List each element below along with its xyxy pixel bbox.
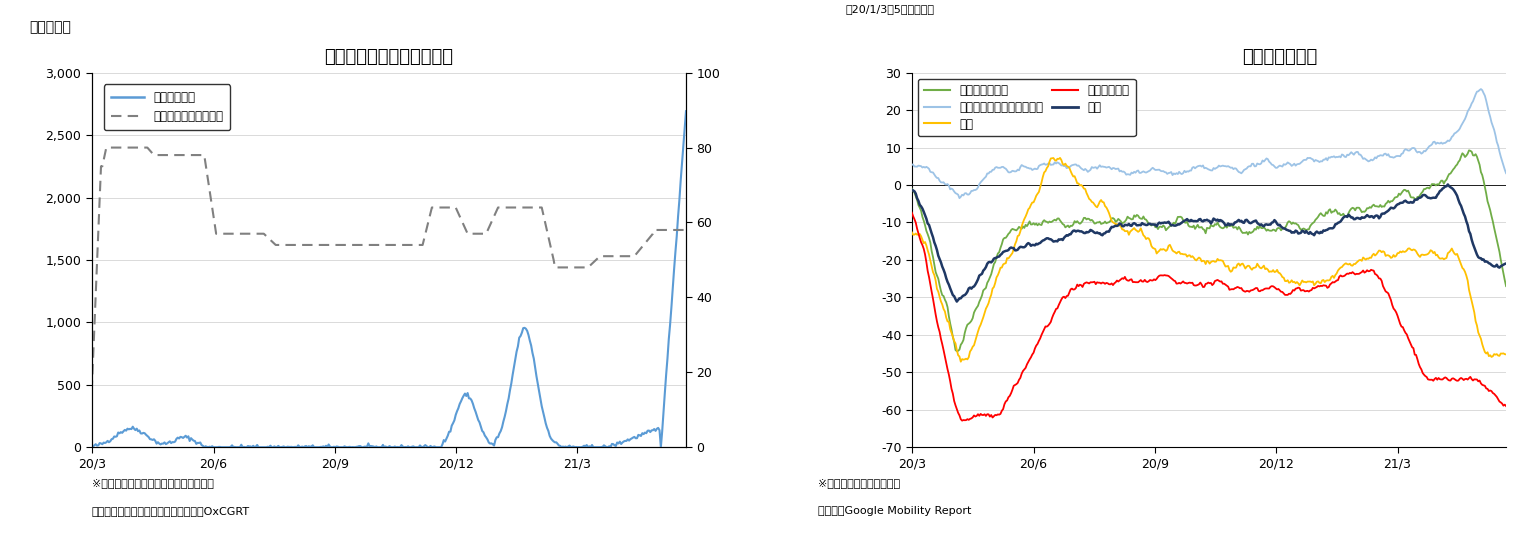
Text: （20/1/3～5週間対比）: （20/1/3～5週間対比） (846, 4, 934, 15)
Title: タイの外出状況: タイの外出状況 (1243, 48, 1318, 65)
Text: （資料）ジョンズ・ホプキンズ大学、OxCGRT: （資料）ジョンズ・ホプキンズ大学、OxCGRT (92, 506, 249, 517)
Text: （図表３）: （図表３） (29, 20, 72, 34)
Title: タイの新規感染者数の推移: タイの新規感染者数の推移 (324, 48, 454, 65)
Text: ※値は後方７日間移動平均: ※値は後方７日間移動平均 (818, 479, 901, 489)
Legend: 新規感染者数, 厳格度指数（右目盛）: 新規感染者数, 厳格度指数（右目盛） (104, 84, 231, 130)
Text: ※新規感染者数は後方７日移動平均の値: ※新規感染者数は後方７日移動平均の値 (92, 479, 214, 489)
Legend: 小売・娯楽施設, 食料品店・ドラッグストア, 公園, 公共交通機関, 職場: 小売・娯楽施設, 食料品店・ドラッグストア, 公園, 公共交通機関, 職場 (917, 79, 1136, 136)
Text: （資料）Google Mobility Report: （資料）Google Mobility Report (818, 506, 971, 517)
